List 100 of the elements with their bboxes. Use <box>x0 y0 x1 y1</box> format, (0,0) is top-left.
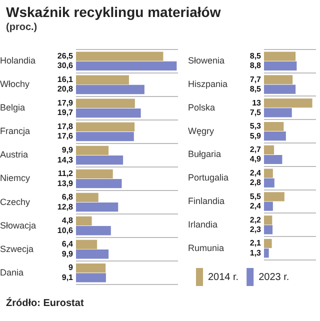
y-tick-label: Austria <box>0 150 28 160</box>
data-label: 9,1 <box>62 272 74 282</box>
bar <box>76 169 113 179</box>
data-label: 13 <box>252 98 262 108</box>
bar <box>76 192 98 202</box>
y-tick-label: Niemcy <box>0 173 30 184</box>
bar <box>264 216 272 225</box>
y-tick-label: Węgry <box>188 126 214 136</box>
bar <box>76 240 98 250</box>
bar <box>264 52 296 61</box>
y-tick-label: Czechy <box>0 196 31 207</box>
data-label: 2,4 <box>250 168 262 178</box>
bar <box>76 84 144 94</box>
bar <box>264 225 273 234</box>
bar <box>264 75 293 84</box>
data-label: 2,2 <box>250 215 262 224</box>
data-label: 2,7 <box>250 145 262 154</box>
data-label: 5,3 <box>250 122 262 131</box>
bar <box>264 61 297 70</box>
y-tick-label: Słowenia <box>188 56 225 66</box>
y-tick-label: Słowacja <box>0 220 36 230</box>
data-label: 7,7 <box>250 74 262 84</box>
chart-title: Wskaźnik recyklingu materiałów <box>6 4 221 20</box>
data-label: 4,9 <box>250 154 262 164</box>
data-label: 5,5 <box>250 192 262 201</box>
bar <box>264 145 274 154</box>
bar <box>76 179 122 188</box>
y-tick-label: Bułgaria <box>188 149 222 160</box>
bar <box>264 84 296 94</box>
y-tick-label: Belgia <box>0 102 26 113</box>
bar <box>76 216 92 226</box>
bar <box>264 98 312 108</box>
bar <box>264 248 269 258</box>
bar <box>264 192 284 202</box>
data-label: 16,1 <box>57 75 74 84</box>
y-tick-label: Szwecja <box>0 244 34 254</box>
y-tick-label: Dania <box>0 267 24 278</box>
bar <box>264 122 284 132</box>
bar <box>76 122 135 132</box>
data-label: 7,5 <box>250 108 262 117</box>
data-label: 17,6 <box>57 132 74 141</box>
bar <box>264 108 292 118</box>
data-label: 26,5 <box>57 52 74 61</box>
bar <box>264 154 282 164</box>
bar <box>264 168 273 178</box>
data-label: 8,8 <box>250 61 262 70</box>
data-label: 5,9 <box>250 131 262 140</box>
y-tick-label: Francja <box>0 126 30 136</box>
legend-label: 2023 r. <box>258 272 290 283</box>
y-tick-label: Rumunia <box>188 242 224 253</box>
chart-subtitle: (proc.) <box>6 22 38 33</box>
data-label: 8,5 <box>250 52 262 61</box>
bar <box>76 155 124 165</box>
y-tick-label: Irlandia <box>188 219 218 230</box>
data-label: 12,8 <box>57 202 74 212</box>
data-label: 2,4 <box>250 202 262 210</box>
y-tick-label: Holandia <box>0 56 36 66</box>
data-label: 30,6 <box>57 61 74 70</box>
y-tick-label: Hiszpania <box>188 78 228 89</box>
bar <box>76 273 106 282</box>
data-label: 2,8 <box>250 178 262 188</box>
y-tick-label: Polska <box>188 102 216 112</box>
bar <box>76 98 135 108</box>
legend-label: 2014 r. <box>208 272 239 283</box>
data-label: 9,9 <box>62 146 74 155</box>
data-label: 2,3 <box>250 224 262 234</box>
data-label: 20,8 <box>57 84 74 94</box>
data-label: 6,4 <box>62 240 74 249</box>
bar <box>76 250 109 259</box>
data-label: 6,8 <box>62 192 74 202</box>
data-label: 10,6 <box>57 226 74 235</box>
data-label: 9,9 <box>62 249 74 258</box>
data-label: 8,5 <box>250 84 262 94</box>
data-label: 11,2 <box>58 169 74 178</box>
bar <box>76 202 118 212</box>
bar <box>264 132 286 141</box>
data-label: 14,3 <box>57 155 74 164</box>
y-tick-label: Włochy <box>0 79 30 90</box>
data-label: 17,9 <box>57 98 74 108</box>
bar <box>76 52 164 61</box>
bar <box>76 146 109 155</box>
bar <box>264 202 273 211</box>
bar <box>264 178 274 188</box>
data-label: 9 <box>68 263 74 272</box>
data-label: 2,1 <box>250 238 262 248</box>
data-label: 4,8 <box>62 216 74 226</box>
bar <box>76 263 106 273</box>
bar <box>76 132 134 142</box>
bar <box>264 238 272 248</box>
bar <box>76 75 129 84</box>
text: Źródło: Eurostat <box>6 298 84 309</box>
bar <box>76 61 177 71</box>
bar <box>76 108 141 118</box>
data-label: 1,3 <box>250 248 262 258</box>
data-label: 13,9 <box>57 178 74 188</box>
data-label: 17,8 <box>57 122 74 132</box>
y-tick-label: Finlandia <box>188 196 225 206</box>
y-tick-label: Portugalia <box>188 172 229 183</box>
data-label: 19,7 <box>57 108 74 118</box>
bar <box>76 226 111 236</box>
